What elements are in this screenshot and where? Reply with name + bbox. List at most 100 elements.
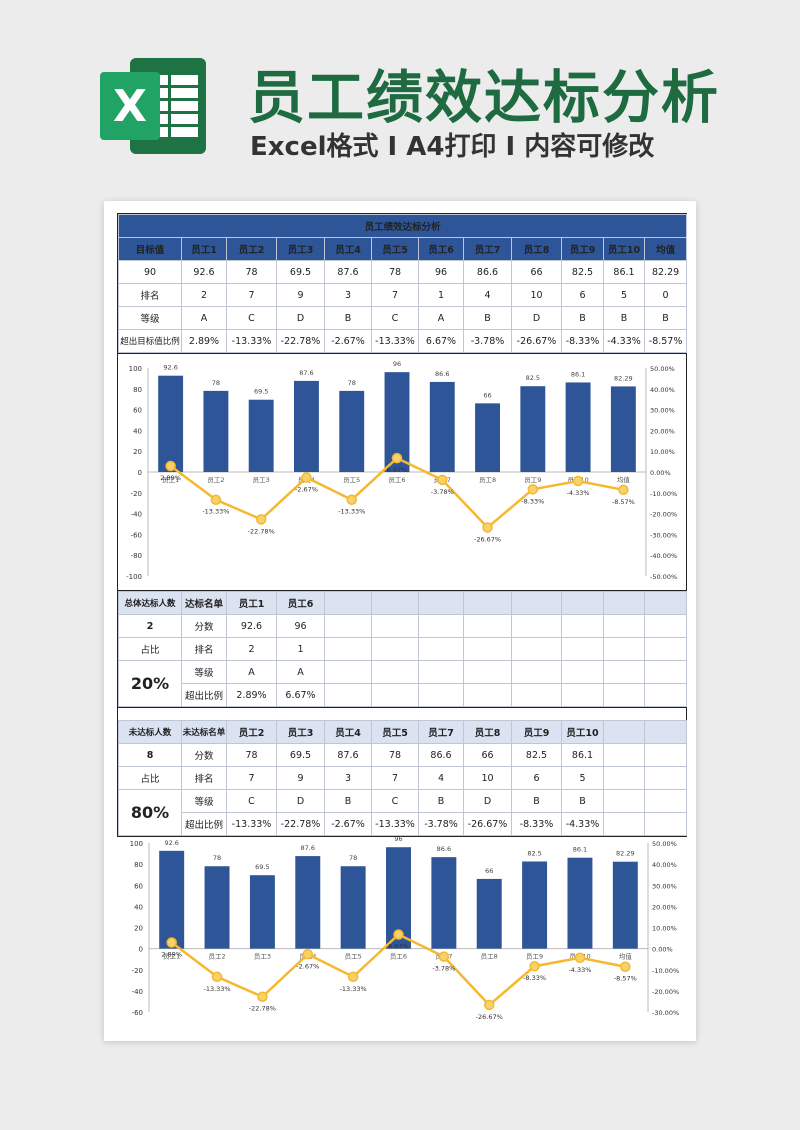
pass-row-rank: 排名 [181, 637, 227, 661]
fail-member-grade: D [276, 789, 325, 813]
y2-tick-label: 0.00% [652, 946, 673, 954]
pass-member-name: 员工6 [276, 591, 325, 615]
ratio-label: -3.78% [431, 488, 454, 496]
rank-cell: 9 [276, 283, 325, 307]
header-cell: 员工8 [511, 237, 562, 261]
ratio-point [574, 952, 586, 964]
pass-row-score: 分数 [181, 614, 227, 638]
bar [159, 850, 185, 949]
y2-tick-label: 30.00% [652, 882, 677, 890]
ratio-point [302, 949, 314, 960]
bar [295, 856, 321, 949]
document-paper: 员工绩效达标分析 目标值 员工1 员工2 员工3 员工4 员工5 员工6 员工7 员工8 员工9… [104, 201, 696, 1041]
pass-empty-cell [463, 591, 512, 615]
ratio-point [483, 999, 495, 1011]
pass-row-grade: 等级 [181, 660, 227, 684]
performance-table: 员工绩效达标分析 目标值 员工1 员工2 员工3 员工4 员工5 员工6 员工7 员工8 员工9… [117, 214, 688, 353]
bar-label: 82.29 [616, 850, 635, 858]
combo-chart-2: 100 80 60 40 20 0 -20 -40 -60 50.00% 40.00% 30.00% 2… [130, 835, 680, 1021]
row-label-grade: 等级 [118, 306, 182, 330]
y-tick-label: 20 [134, 925, 143, 933]
ratio-cell: -8.33% [561, 329, 604, 353]
pass-empty-cell [603, 683, 645, 707]
fail-table: 未达标人数 未达标名单 员工2 员工3 员工4 员工5 员工7 员工8 员工9 员工10 8 … [118, 720, 687, 836]
y-tick-label: 40 [133, 427, 142, 435]
rank-cell: 7 [371, 283, 419, 307]
header-cell: 员工2 [226, 237, 277, 261]
bar [475, 403, 500, 472]
pass-member-rank: 2 [226, 637, 277, 661]
avg-rank-cell: 0 [643, 283, 688, 307]
bar [340, 866, 366, 949]
ratio-point [572, 475, 584, 487]
bar-label: 69.5 [254, 388, 268, 396]
pass-list-label: 达标名单 [181, 591, 227, 615]
ratio-label: -13.33% [203, 985, 230, 993]
pass-empty-cell [561, 637, 604, 661]
y-tick-label: 100 [130, 840, 143, 848]
x-tick-label: 员工6 [390, 953, 407, 961]
bar-label: 86.1 [573, 846, 587, 854]
grade-cell: B [324, 306, 372, 330]
excel-logo-letter: X [100, 72, 160, 140]
score-cell: 86.1 [603, 260, 645, 284]
fail-member-grade: B [561, 789, 604, 813]
row-label-ratio: 超出目标值比例 [118, 329, 182, 353]
ratio-point [529, 960, 540, 972]
bar-label: 96 [394, 835, 402, 843]
bar [431, 857, 457, 949]
ratio-cell: 6.67% [418, 329, 464, 353]
pass-empty-cell [603, 591, 645, 615]
bar-label: 96 [393, 360, 401, 368]
pass-empty-cell [371, 614, 419, 638]
bar-label: 87.6 [299, 369, 313, 377]
y2-tick-label: 20.00% [650, 427, 675, 435]
fail-member-name: 员工4 [324, 720, 372, 744]
pass-empty-cell [603, 614, 645, 638]
x-tick-label: 员工5 [343, 476, 360, 484]
fail-member-name: 员工8 [463, 720, 512, 744]
fail-empty-cell [644, 720, 687, 744]
bar-label: 82.5 [526, 374, 540, 382]
ratio-label: -4.33% [568, 966, 591, 974]
bar-label: 78 [213, 854, 221, 862]
y2-tick-label: -20.00% [650, 511, 677, 519]
y-tick-label: 80 [133, 386, 142, 394]
fail-member-rank: 5 [561, 766, 604, 790]
y-tick-label: -100 [126, 573, 142, 581]
fail-empty-cell [644, 743, 687, 767]
pass-empty-cell [603, 660, 645, 684]
fail-empty-cell [603, 743, 645, 767]
ratio-label: -8.57% [612, 498, 635, 506]
fail-row-score: 分数 [181, 743, 227, 767]
fail-empty-cell [603, 766, 645, 790]
pass-empty-cell [511, 637, 562, 661]
ratio-label: -26.67% [476, 1013, 503, 1021]
y2-tick-label: -30.00% [652, 1009, 679, 1017]
fail-row-ratio: 超出比例 [181, 812, 227, 836]
x-tick-label: 员工9 [526, 953, 543, 961]
fail-row-grade: 等级 [181, 789, 227, 813]
ratio-cell: -26.67% [511, 329, 562, 353]
ratio-cell: -13.33% [226, 329, 277, 353]
y-tick-label: 60 [133, 407, 142, 415]
x-tick-label: 员工2 [207, 476, 224, 484]
target-label: 目标值 [118, 237, 182, 261]
fail-member-score: 69.5 [276, 743, 325, 767]
ratio-point [618, 484, 629, 496]
pass-empty-cell [561, 660, 604, 684]
fail-member-rank: 7 [371, 766, 419, 790]
fail-empty-cell [644, 766, 687, 790]
rank-cell: 2 [181, 283, 227, 307]
y-tick-label: -40 [132, 988, 143, 996]
bar-label: 78 [348, 379, 356, 387]
fail-member-name: 员工2 [226, 720, 277, 744]
y2-tick-label: 40.00% [650, 386, 675, 394]
fail-member-ratio: -13.33% [371, 812, 419, 836]
ratio-label: -8.33% [521, 497, 544, 505]
pass-empty-cell [418, 660, 464, 684]
grade-cell: C [226, 306, 277, 330]
row-label-rank: 排名 [118, 283, 182, 307]
pass-member-ratio: 6.67% [276, 683, 325, 707]
